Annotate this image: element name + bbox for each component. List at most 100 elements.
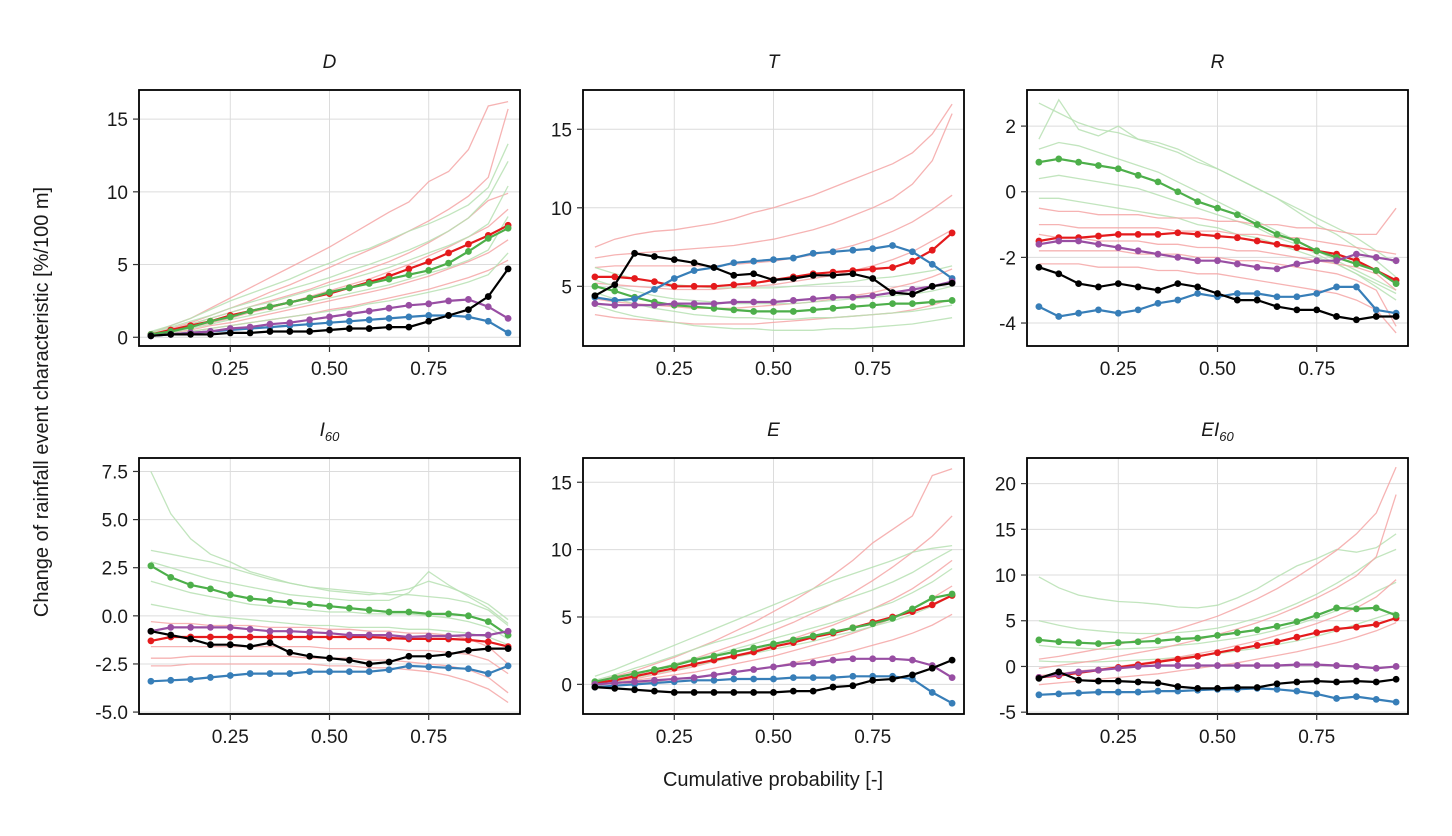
ensemble-line (1038, 207, 1397, 236)
data-point-red (730, 281, 738, 289)
data-point-green (809, 306, 817, 314)
data-point-red (651, 278, 658, 286)
data-point-blue (789, 674, 797, 682)
data-point-purple (1214, 662, 1221, 669)
data-point-purple (750, 666, 758, 673)
data-point-black (425, 652, 433, 660)
data-point-green (1095, 640, 1102, 647)
data-point-green (651, 666, 658, 673)
data-point-blue (1075, 309, 1082, 317)
data-point-blue (385, 314, 393, 322)
data-point-red (1333, 625, 1340, 633)
data-point-purple (465, 296, 472, 303)
panel-title-main: I (320, 420, 326, 441)
panel-title: EI60 (1201, 420, 1234, 444)
data-point-blue (829, 248, 837, 256)
y-axis-label: Change of rainfall event characteristic … (31, 187, 53, 617)
data-point-black (1313, 677, 1321, 685)
data-point-purple (246, 625, 254, 633)
data-point-green (504, 224, 512, 232)
data-point-black (928, 664, 936, 672)
data-point-blue (1055, 313, 1063, 320)
data-point-red (1233, 645, 1241, 653)
data-point-blue (770, 256, 777, 264)
data-point-black (405, 652, 413, 660)
data-point-blue (405, 313, 413, 321)
data-point-black (909, 671, 916, 679)
data-point-black (286, 328, 294, 335)
data-point-blue (504, 329, 512, 337)
data-point-purple (809, 295, 817, 303)
data-point-green (909, 605, 916, 613)
data-point-green (750, 644, 758, 652)
y-tick-label: 5 (1005, 612, 1016, 633)
data-point-blue (167, 676, 175, 684)
data-point-black (1055, 270, 1063, 278)
data-point-green (1392, 280, 1400, 288)
panel-title-main: EI (1201, 420, 1220, 441)
data-point-purple (1095, 666, 1102, 674)
panel-data (147, 100, 512, 340)
data-point-purple (1174, 662, 1182, 669)
data-point-purple (1194, 257, 1202, 265)
data-point-blue (286, 670, 294, 677)
data-point-purple (611, 679, 619, 687)
data-point-blue (1273, 685, 1281, 693)
data-point-black (909, 290, 916, 298)
data-point-black (770, 276, 777, 284)
data-point-green (591, 282, 599, 290)
data-point-black (1273, 680, 1281, 688)
data-point-purple (670, 675, 678, 683)
ensemble-line (594, 103, 953, 248)
data-point-black (167, 330, 175, 338)
data-point-purple (869, 292, 877, 300)
data-point-green (889, 614, 896, 622)
data-point-green (425, 266, 433, 274)
data-point-purple (909, 656, 916, 664)
panel-data (1035, 98, 1400, 334)
data-point-purple (631, 301, 638, 309)
data-point-red (1114, 231, 1122, 238)
data-point-black (670, 689, 678, 696)
data-point-red (306, 633, 314, 641)
data-point-red (631, 275, 638, 282)
data-point-black (1035, 263, 1043, 271)
data-point-black (504, 645, 512, 652)
data-point-blue (207, 674, 214, 681)
data-point-blue (326, 319, 333, 327)
data-point-red (1174, 655, 1182, 663)
x-tick-label: 0.50 (311, 727, 348, 748)
data-point-green (1075, 639, 1082, 647)
data-point-blue (1075, 689, 1082, 697)
data-point-black (385, 323, 393, 331)
data-point-green (345, 604, 353, 612)
data-point-black (365, 660, 373, 668)
data-point-black (849, 270, 857, 278)
data-point-purple (770, 663, 777, 671)
data-point-blue (465, 313, 472, 321)
data-point-purple (670, 300, 678, 307)
data-point-blue (1233, 290, 1241, 297)
data-point-green (770, 308, 777, 315)
data-point-blue (1372, 695, 1380, 703)
x-tick-label: 0.75 (410, 359, 447, 380)
data-point-green (948, 297, 956, 304)
y-tick-label: 15 (551, 473, 572, 494)
panel-title: R (1211, 52, 1225, 73)
data-point-green (484, 234, 492, 242)
data-point-green (226, 591, 234, 599)
ensemble-line (1038, 533, 1397, 609)
data-point-blue (928, 260, 936, 268)
data-point-blue (1154, 299, 1162, 307)
data-point-purple (1313, 257, 1321, 265)
data-point-black (750, 270, 758, 278)
data-point-black (465, 647, 472, 654)
y-tick-label: 7.5 (102, 462, 128, 483)
ensemble-line (594, 468, 953, 683)
data-point-black (1293, 678, 1301, 686)
data-point-red (1273, 240, 1281, 248)
data-point-black (504, 265, 512, 273)
x-tick-label: 0.25 (1100, 727, 1137, 748)
data-point-green (207, 585, 214, 593)
data-point-green (1313, 247, 1321, 255)
